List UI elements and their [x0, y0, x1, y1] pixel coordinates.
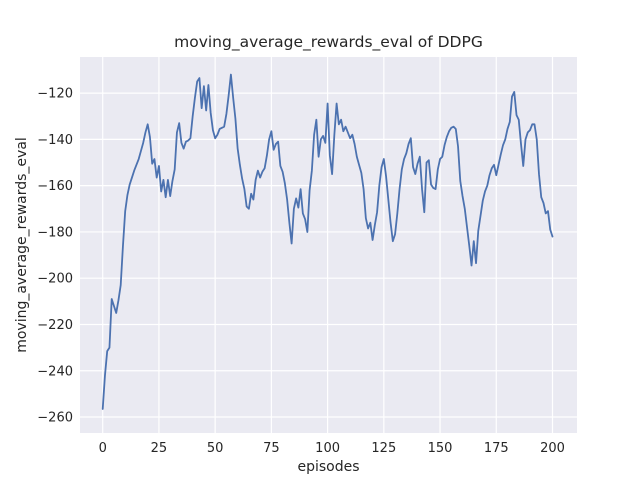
x-tick-label: 200 [540, 441, 565, 456]
y-tick-label: −120 [37, 87, 73, 102]
y-tick-label: −160 [37, 179, 73, 194]
y-tick-label: −220 [37, 318, 73, 333]
x-tick-label: 0 [99, 441, 107, 456]
y-axis-tick-labels: −260 −240 −220 −200 −180 −160 −140 −120 [37, 87, 73, 426]
x-tick-label: 75 [263, 441, 280, 456]
x-axis-label: episodes [297, 459, 359, 475]
x-tick-label: 175 [484, 441, 509, 456]
y-tick-label: −200 [37, 272, 73, 287]
x-tick-label: 150 [428, 441, 453, 456]
y-tick-label: −260 [37, 411, 73, 426]
y-axis-label: moving_average_rewards_eval [14, 137, 30, 353]
moving-average-rewards-line [101, 73, 554, 410]
x-axis-tick-labels: 0 25 50 75 100 125 150 175 200 [99, 441, 565, 456]
chart-title: moving_average_rewards_eval of DDPG [174, 33, 483, 52]
gridlines [80, 57, 577, 433]
y-tick-label: −180 [37, 225, 73, 240]
x-tick-label: 25 [151, 441, 168, 456]
x-tick-label: 50 [207, 441, 224, 456]
x-tick-label: 125 [371, 441, 396, 456]
y-tick-label: −140 [37, 133, 73, 148]
y-tick-label: −240 [37, 364, 73, 379]
x-tick-label: 100 [315, 441, 340, 456]
